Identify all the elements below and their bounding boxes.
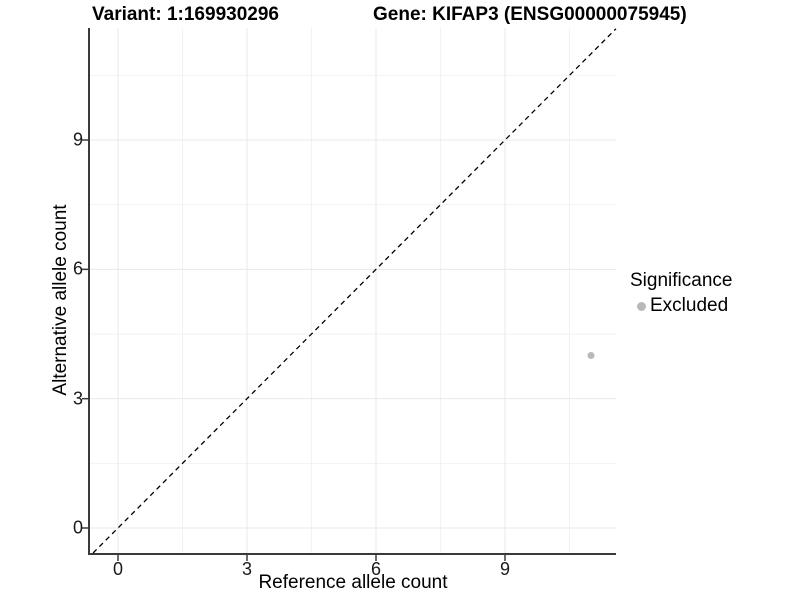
y-axis-title: Alternative allele count <box>50 204 71 396</box>
legend-title: Significance <box>630 270 733 291</box>
identity-line <box>92 28 617 554</box>
y-tick-label: 9 <box>72 129 83 150</box>
variant-title: Variant: 1:169930296 <box>92 4 279 25</box>
legend-item-excluded: Excluded <box>630 295 732 317</box>
y-tick-label: 6 <box>72 258 83 279</box>
x-axis-title: Reference allele count <box>258 572 448 593</box>
legend: Significance Excluded <box>630 270 732 317</box>
y-tick-label: 0 <box>72 517 83 538</box>
y-tick-label: 3 <box>72 388 83 409</box>
legend-item-label: Excluded <box>650 295 729 316</box>
x-tick-label: 9 <box>499 559 511 579</box>
x-tick-label: 3 <box>241 559 253 579</box>
x-tick-label: 6 <box>370 559 382 579</box>
x-tick-label: 0 <box>112 559 124 579</box>
gene-title: Gene: KIFAP3 (ENSG00000075945) <box>373 4 687 25</box>
data-point-excluded <box>587 352 595 360</box>
excluded-dot-icon <box>637 301 646 311</box>
